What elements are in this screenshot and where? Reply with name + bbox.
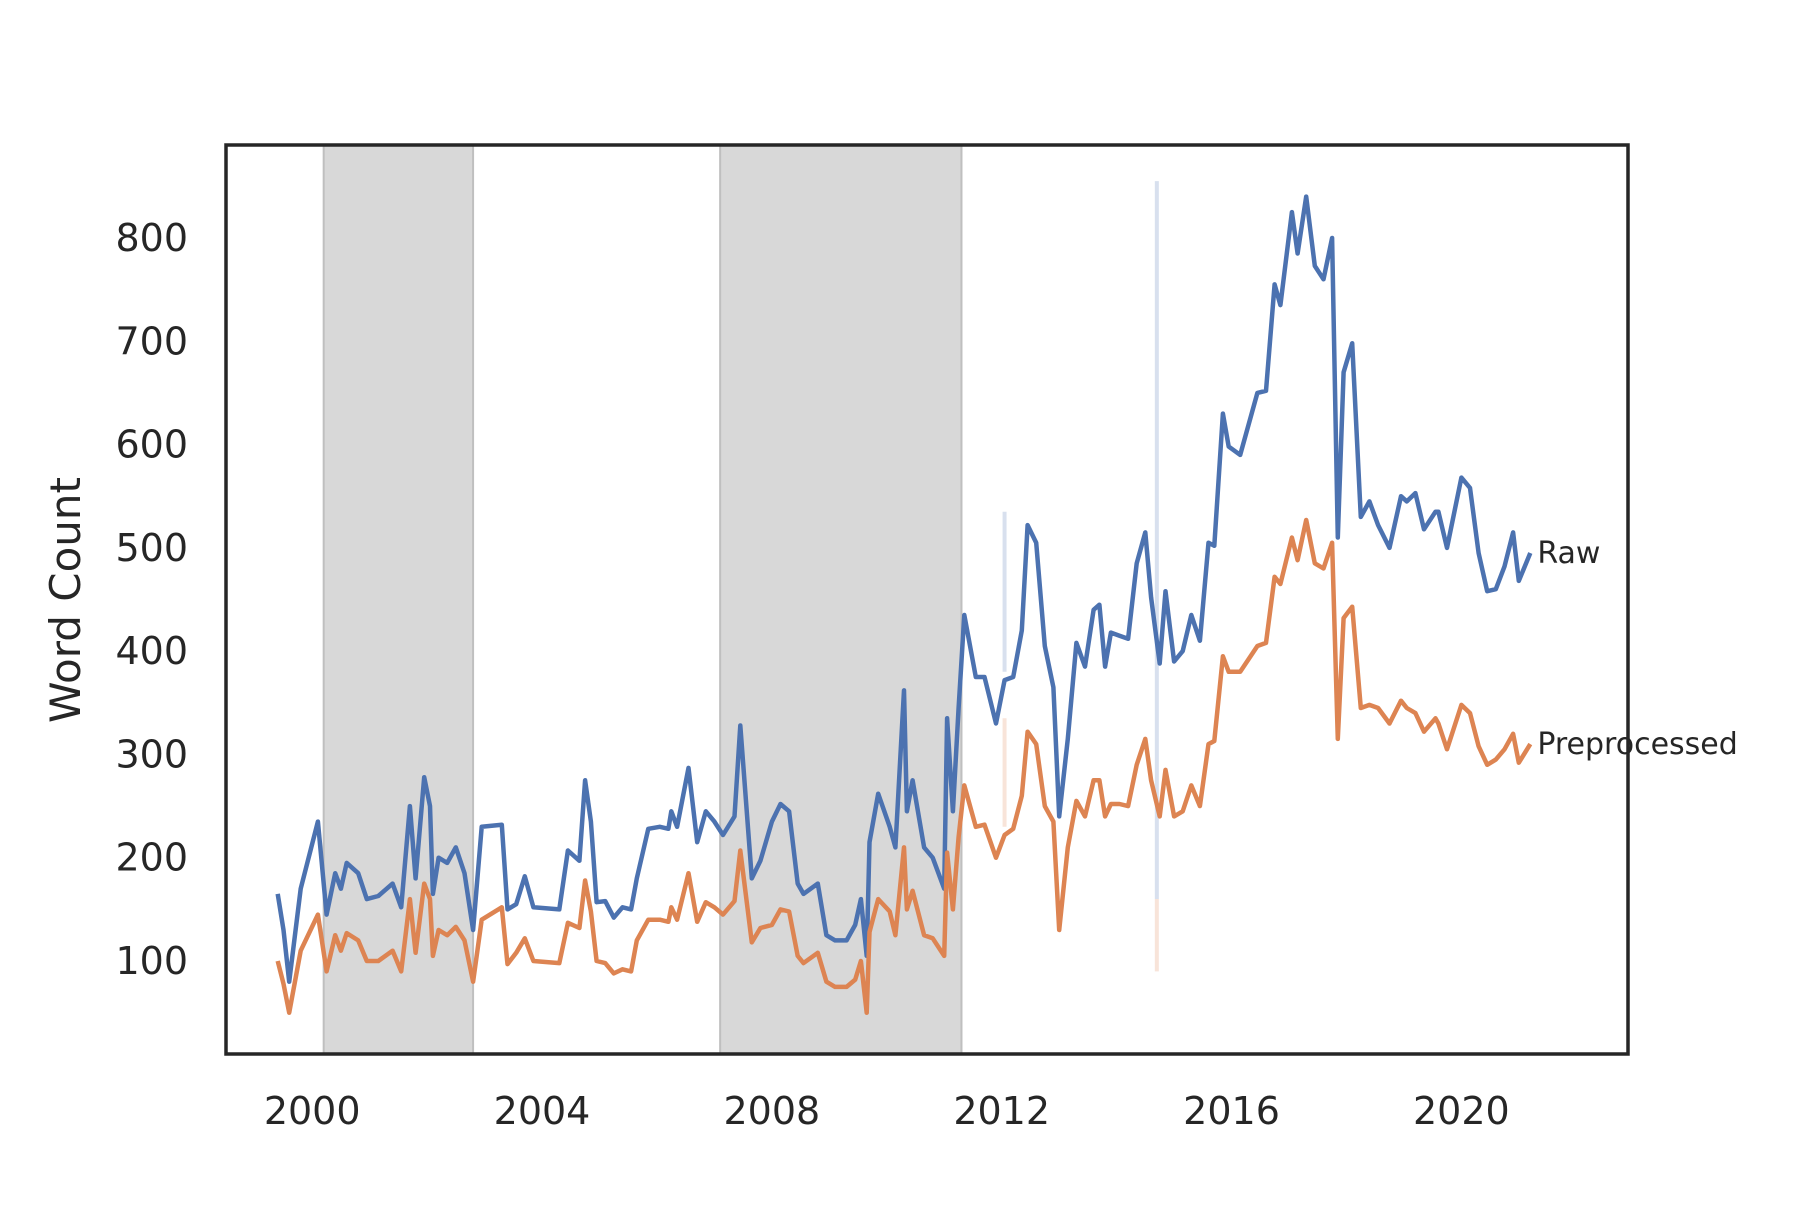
y-tick-label: 100 <box>115 939 188 983</box>
x-tick-label: 2008 <box>724 1089 821 1133</box>
plot-frame <box>224 143 1630 1056</box>
y-tick-label: 200 <box>115 836 188 880</box>
y-tick-label: 400 <box>115 629 188 673</box>
series-label-raw: Raw <box>1537 536 1600 571</box>
y-axis-title: Word Count <box>41 477 90 723</box>
y-tick-label: 600 <box>115 423 188 467</box>
y-tick-label: 300 <box>115 732 188 776</box>
x-tick-label: 2004 <box>494 1089 591 1133</box>
series-end-labels: Raw Preprocessed <box>1537 536 1737 762</box>
y-tick-label: 700 <box>115 319 188 363</box>
y-tick-labels: 100 200 300 400 500 600 700 800 <box>115 216 188 983</box>
vertical-markers <box>1002 181 1159 972</box>
x-tick-labels: 2000 2004 2008 2012 2016 2020 <box>264 1089 1510 1133</box>
x-tick-label: 2020 <box>1413 1089 1510 1133</box>
x-tick-label: 2016 <box>1183 1089 1280 1133</box>
shaded-period <box>322 144 475 1055</box>
series-label-preprocessed: Preprocessed <box>1537 727 1737 762</box>
y-tick-label: 500 <box>115 526 188 570</box>
series-line-raw <box>275 194 1533 984</box>
series-lines <box>275 194 1533 1015</box>
x-tick-label: 2000 <box>264 1089 361 1133</box>
shaded-period <box>719 144 963 1055</box>
series-line-preprocessed <box>275 517 1533 1015</box>
y-tick-label: 800 <box>115 216 188 260</box>
x-tick-label: 2012 <box>953 1089 1050 1133</box>
